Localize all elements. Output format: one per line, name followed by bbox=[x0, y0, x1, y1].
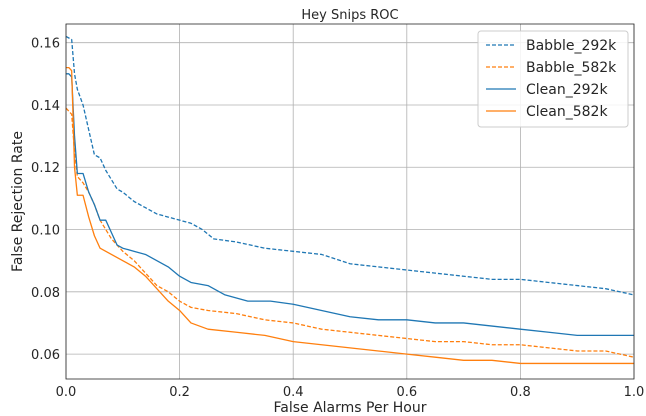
legend: Babble_292k Babble_582k Clean_292k Clean_58… bbox=[477, 30, 629, 128]
x-tick-label: 0.4 bbox=[283, 385, 304, 400]
y-tick-label: 0.10 bbox=[31, 224, 60, 239]
legend-entry-label: Babble_292k bbox=[526, 38, 617, 54]
series-line-clean-582k bbox=[66, 66, 634, 365]
y-tick-label: 0.14 bbox=[31, 99, 60, 114]
x-tick-label: 1.0 bbox=[624, 385, 645, 400]
series-line-babble-582k bbox=[65, 107, 635, 358]
legend-entry-label: Clean_292k bbox=[526, 82, 608, 98]
x-tick-label: 0.8 bbox=[510, 385, 531, 400]
legend-box bbox=[477, 30, 629, 128]
x-axis-title: False Alarms Per Hour bbox=[273, 400, 426, 416]
y-tick-label: 0.12 bbox=[31, 161, 60, 176]
x-tick-label: 0.2 bbox=[169, 385, 190, 400]
x-tick-label: 0.6 bbox=[396, 385, 417, 400]
series-layer bbox=[65, 35, 635, 365]
legend-entry-label: Clean_582k bbox=[526, 104, 608, 120]
series-line-babble-292k bbox=[65, 35, 635, 296]
chart-title: Hey Snips ROC bbox=[301, 8, 398, 23]
y-axis-title: False Rejection Rate bbox=[10, 131, 26, 272]
y-tick-label: 0.08 bbox=[31, 286, 60, 301]
y-tick-labels: 0.06 0.08 0.10 0.12 0.14 0.16 bbox=[31, 37, 60, 363]
plot-frame bbox=[65, 23, 635, 380]
y-tick-label: 0.16 bbox=[31, 37, 60, 52]
series-line-clean-292k bbox=[66, 73, 634, 337]
x-tick-labels: 0.0 0.2 0.4 0.6 0.8 1.0 bbox=[56, 385, 645, 400]
y-tick-label: 0.06 bbox=[31, 348, 60, 363]
legend-entry-label: Babble_582k bbox=[526, 60, 617, 76]
x-tick-label: 0.0 bbox=[56, 385, 77, 400]
